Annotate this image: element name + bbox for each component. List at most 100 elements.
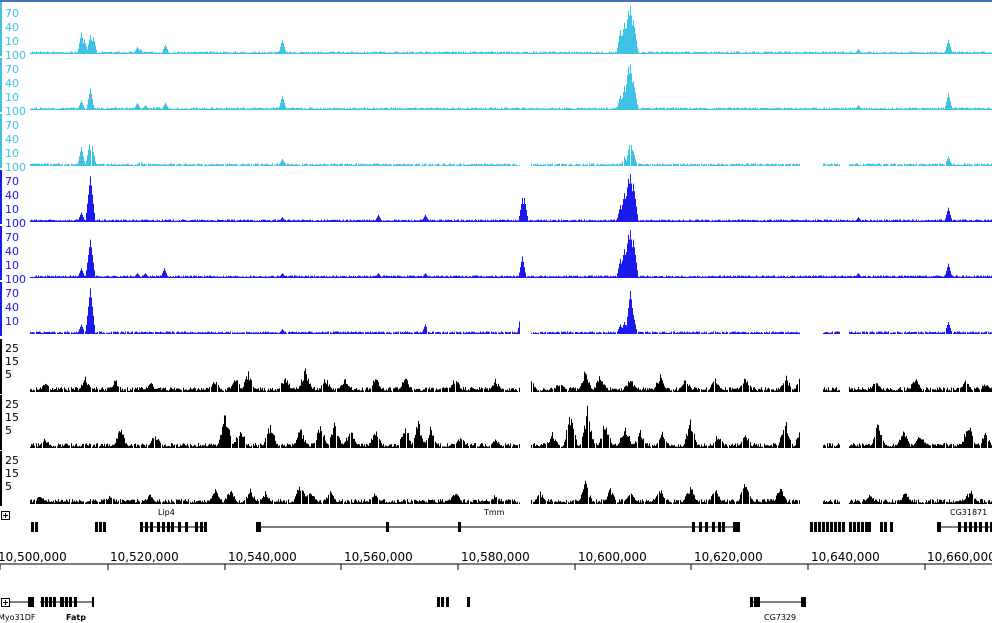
- signal-bar: [950, 101, 951, 110]
- signal-bar: [893, 275, 894, 278]
- signal-bar: [891, 51, 892, 54]
- signal-bar: [391, 107, 392, 110]
- y-tick-label: 100: [5, 161, 26, 174]
- signal-bar: [824, 276, 825, 278]
- signal-bar: [295, 52, 296, 54]
- signal-bar: [486, 51, 487, 54]
- signal-bar: [768, 275, 769, 278]
- signal-bar: [398, 275, 399, 278]
- signal-bar: [289, 331, 290, 334]
- signal-bar: [257, 332, 258, 334]
- signal-bar: [455, 220, 456, 222]
- signal-bar: [959, 51, 960, 54]
- signal-bar: [455, 275, 456, 278]
- signal-bar: [588, 108, 589, 110]
- signal-bar: [65, 331, 66, 334]
- signal-bar: [352, 164, 353, 166]
- signal-bar: [276, 276, 277, 278]
- signal-bar: [339, 108, 340, 110]
- signal-bar: [316, 52, 317, 54]
- signal-bar: [150, 163, 151, 166]
- signal-bar: [736, 51, 737, 54]
- signal-track[interactable]: 70 40 10 100: [0, 170, 992, 229]
- signal-bar: [79, 105, 80, 110]
- signal-bar: [123, 275, 124, 278]
- signal-bar: [626, 28, 627, 54]
- signal-bar: [76, 108, 77, 110]
- signal-bar: [367, 107, 368, 110]
- signal-bar: [41, 51, 42, 54]
- signal-bar: [251, 276, 252, 278]
- signal-bar: [715, 276, 716, 278]
- signal-bar: [412, 51, 413, 54]
- signal-bar: [53, 276, 54, 278]
- signal-bar: [459, 52, 460, 54]
- signal-bar: [770, 164, 771, 166]
- signal-bar: [361, 164, 362, 166]
- signal-bar: [533, 107, 534, 110]
- signal-bar: [541, 219, 542, 222]
- signal-bar: [100, 220, 101, 222]
- signal-bar: [240, 219, 241, 222]
- signal-bar: [553, 51, 554, 54]
- signal-bar: [978, 52, 979, 54]
- signal-bar: [771, 275, 772, 278]
- signal-bar: [687, 108, 688, 110]
- signal-bar: [469, 219, 470, 222]
- signal-bar: [126, 52, 127, 54]
- signal-bar: [30, 331, 31, 334]
- signal-bar: [643, 275, 644, 278]
- signal-bar: [337, 163, 338, 166]
- signal-track[interactable]: 70 40 10 100: [0, 226, 992, 285]
- signal-bar: [667, 276, 668, 278]
- signal-bar: [568, 164, 569, 166]
- signal-bar: [796, 219, 797, 222]
- signal-bar: [474, 51, 475, 54]
- signal-bar: [519, 52, 520, 54]
- signal-bar: [348, 220, 349, 222]
- signal-bar: [134, 51, 135, 54]
- signal-bar: [172, 52, 173, 54]
- signal-bar: [454, 163, 455, 166]
- signal-bar: [144, 106, 145, 110]
- signal-bar: [728, 276, 729, 278]
- signal-bar: [846, 107, 847, 110]
- signal-bar: [501, 51, 502, 54]
- signal-bar: [384, 220, 385, 222]
- signal-bar: [607, 52, 608, 54]
- signal-track[interactable]: 70 40 10 100: [0, 114, 992, 174]
- signal-track[interactable]: 70 40 10: [0, 282, 992, 338]
- signal-bar: [375, 51, 376, 54]
- signal-track[interactable]: 70 40 10 100: [0, 2, 992, 61]
- signal-bar: [264, 332, 265, 334]
- signal-bar: [899, 219, 900, 222]
- signal-bar: [106, 332, 107, 334]
- signal-bar: [302, 219, 303, 222]
- signal-bar: [217, 163, 218, 166]
- signal-bar: [96, 220, 97, 222]
- signal-track[interactable]: 70 40 10 100: [0, 58, 992, 117]
- signal-bar: [473, 164, 474, 166]
- signal-bar: [572, 51, 573, 54]
- signal-bar: [786, 51, 787, 54]
- signal-bar: [40, 164, 41, 166]
- signal-bar: [600, 52, 601, 54]
- signal-bar: [499, 51, 500, 54]
- signal-bar: [522, 256, 523, 278]
- signal-bar: [915, 107, 916, 110]
- signal-bar: [795, 108, 796, 110]
- signal-bar: [782, 52, 783, 54]
- signal-bar: [131, 51, 132, 54]
- signal-bar: [585, 164, 586, 166]
- signal-bar: [202, 107, 203, 110]
- signal-bar: [326, 163, 327, 166]
- signal-bar: [742, 107, 743, 110]
- signal-bar: [972, 164, 973, 166]
- signal-bar: [400, 52, 401, 54]
- signal-bar: [66, 164, 67, 166]
- signal-bar: [930, 276, 931, 278]
- signal-bar: [724, 275, 725, 278]
- signal-bar: [396, 219, 397, 222]
- signal-bar: [223, 163, 224, 166]
- signal-bar: [857, 218, 858, 222]
